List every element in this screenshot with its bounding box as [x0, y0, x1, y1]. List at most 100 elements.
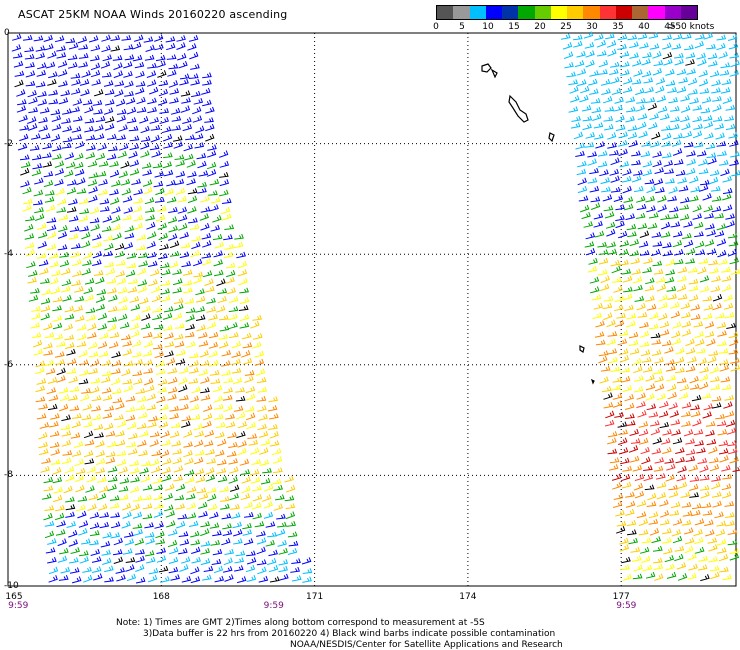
wind-barb: [54, 160, 65, 168]
wind-barb: [158, 232, 168, 241]
wind-barb: [693, 141, 704, 148]
wind-barb: [61, 142, 72, 149]
wind-barb: [202, 72, 212, 79]
wind-barb: [692, 204, 702, 213]
wind-barb: [140, 142, 150, 150]
wind-barb: [222, 566, 233, 573]
wind-barb: [708, 350, 719, 356]
wind-barb: [716, 34, 727, 41]
wind-barb: [683, 527, 694, 535]
wind-barb: [74, 458, 84, 467]
wind-barb: [610, 76, 620, 84]
wind-barb: [133, 222, 143, 230]
wind-barb: [89, 217, 100, 224]
wind-barb: [200, 195, 210, 203]
wind-barb: [631, 268, 641, 275]
wind-barb: [631, 150, 641, 157]
wind-barb: [267, 405, 278, 412]
wind-barb: [109, 502, 120, 509]
wind-barb: [721, 78, 732, 85]
wind-barb: [111, 215, 121, 223]
legend-swatch: [583, 6, 600, 19]
wind-barb: [59, 259, 70, 267]
wind-barb: [648, 323, 659, 330]
wind-barb: [102, 412, 113, 419]
wind-barb: [237, 260, 248, 269]
wind-barb: [161, 126, 172, 134]
wind-barb: [124, 90, 134, 97]
wind-barb: [113, 62, 123, 71]
wind-barb: [582, 123, 592, 131]
wind-barb: [134, 538, 145, 546]
wind-barb: [13, 60, 24, 68]
wind-barb: [594, 230, 605, 238]
wind-barb: [99, 198, 110, 205]
wind-barb: [613, 194, 624, 202]
wind-barb: [696, 52, 706, 60]
wind-barb: [95, 440, 105, 448]
wind-barb: [712, 95, 722, 102]
wind-barb: [14, 70, 25, 77]
wind-barb: [133, 197, 144, 204]
wind-barb: [47, 51, 57, 59]
wind-barb: [79, 550, 89, 557]
wind-barb: [244, 512, 254, 518]
wind-barb: [585, 59, 595, 68]
wind-barb: [201, 87, 211, 95]
wind-barb: [198, 331, 208, 339]
wind-barb: [704, 239, 715, 247]
wind-barb: [161, 268, 171, 276]
wind-barb: [148, 260, 158, 267]
wind-barb: [608, 464, 619, 471]
wind-barb: [118, 485, 129, 492]
wind-barb: [718, 440, 729, 447]
wind-barb: [238, 305, 249, 311]
wind-barb: [88, 172, 99, 179]
wind-barb: [91, 413, 102, 421]
wind-barb: [714, 230, 725, 238]
wind-barb: [131, 178, 141, 185]
wind-barb: [118, 296, 128, 304]
wind-barb: [102, 557, 112, 565]
wind-barb: [184, 297, 195, 305]
wind-barb: [116, 277, 127, 285]
wind-barb: [18, 114, 28, 123]
wind-barb: [664, 276, 675, 284]
wind-barb: [653, 557, 663, 564]
wind-barb: [54, 512, 65, 521]
wind-barb: [42, 142, 52, 150]
wind-barb: [618, 330, 629, 337]
wind-barb: [215, 421, 226, 429]
wind-barb: [183, 441, 193, 448]
wind-barb: [200, 521, 210, 528]
wind-barb: [173, 141, 183, 149]
wind-barb: [68, 539, 78, 547]
wind-barb: [257, 405, 267, 412]
wind-barb: [172, 287, 182, 294]
wind-barb: [629, 428, 639, 436]
wind-barb: [84, 439, 95, 446]
wind-barb: [665, 68, 675, 76]
wind-barb: [151, 450, 162, 457]
wind-barb: [714, 123, 725, 130]
wind-barb: [135, 244, 146, 251]
wind-barb: [599, 376, 609, 384]
wind-barb: [189, 360, 199, 367]
wind-barb: [729, 52, 740, 59]
wind-barb: [691, 503, 702, 510]
wind-barb: [674, 545, 685, 552]
wind-barb: [684, 537, 695, 545]
wind-barb: [75, 467, 86, 475]
wind-barb: [669, 509, 680, 516]
wind-barb: [224, 548, 235, 555]
wind-barb: [104, 89, 115, 96]
wind-barb: [124, 80, 134, 88]
wind-barb: [209, 369, 220, 376]
wind-barb: [56, 52, 67, 59]
wind-barb: [674, 356, 685, 364]
wind-barb: [216, 278, 226, 287]
wind-barb: [163, 152, 173, 159]
wind-barb: [638, 429, 649, 437]
wind-barb: [143, 367, 153, 374]
wind-barb: [31, 332, 42, 339]
